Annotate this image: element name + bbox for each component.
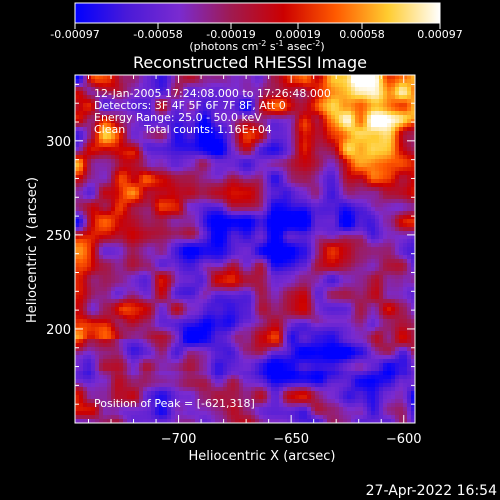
y-tick-label: 300: [46, 135, 71, 150]
annotation-energy-range: Energy Range: 25.0 - 50.0 keV: [94, 111, 262, 124]
annotation-total-counts: Total counts: 1.16E+04: [143, 123, 272, 136]
colorbar-units: (photons cm-2 s-1 asec-2): [189, 39, 324, 53]
colorbar-tick-label: -0.00019: [206, 28, 255, 41]
annotation-block: 12-Jan-2005 17:24:08.000 to 17:26:48.000…: [94, 87, 331, 410]
annotation-peak-position: Position of Peak = [-621,318]: [94, 397, 255, 410]
colorbar-tick-label: -0.00058: [133, 28, 182, 41]
footer-timestamp: 27-Apr-2022 16:54: [366, 483, 497, 499]
y-tick-label: 250: [46, 229, 71, 244]
colorbar-gradient: [74, 2, 441, 24]
colorbar: -0.00097 -0.00058 -0.00019 0.00019 0.00058 0.…: [50, 2, 463, 53]
colorbar-tick-label: 0.00019: [275, 28, 321, 41]
y-tick-label: 200: [46, 323, 71, 338]
x-tick-label: −700: [161, 432, 197, 447]
y-axis-label: Heliocentric Y (arcsec): [25, 177, 40, 323]
colorbar-tick-label: 0.00097: [417, 28, 463, 41]
annotation-detectors: Detectors: 3F 4F 5F 6F 7F 8F, Att 0: [94, 99, 286, 112]
heatmap-image: [75, 75, 415, 423]
colorbar-ticks: -0.00097 -0.00058 -0.00019 0.00019 0.00058 0.…: [50, 23, 463, 41]
chart-title: Reconstructed RHESSI Image: [133, 53, 367, 72]
plot-frame: [74, 74, 416, 424]
annotation-time-range: 12-Jan-2005 17:24:08.000 to 17:26:48.000: [94, 87, 331, 100]
colorbar-tick-label: -0.00097: [50, 28, 99, 41]
axis-ticks: −700 −650 −600 200 250 300: [46, 75, 422, 447]
annotation-clean: Clean: [94, 123, 125, 136]
x-tick-label: −650: [273, 432, 309, 447]
x-tick-label: −600: [386, 432, 422, 447]
x-axis-label: Heliocentric X (arcsec): [189, 449, 336, 464]
colorbar-tick-label: 0.00058: [339, 28, 385, 41]
